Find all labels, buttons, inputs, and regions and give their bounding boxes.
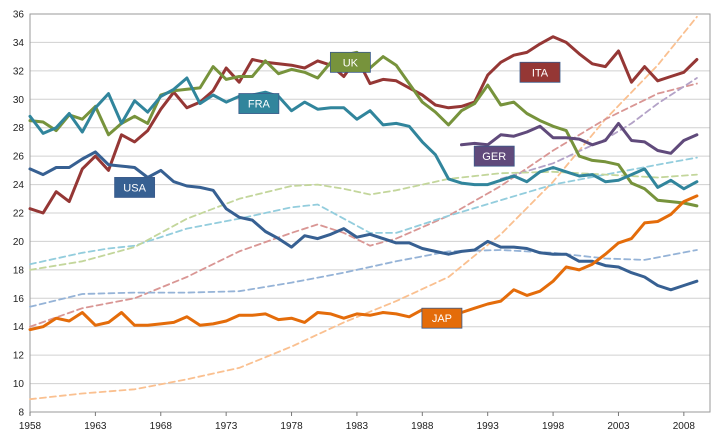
series-lines xyxy=(28,15,699,401)
y-tick-label: 34 xyxy=(13,38,25,49)
x-tick-label: 2008 xyxy=(673,421,696,432)
series-label-usa: USA xyxy=(114,177,156,198)
series-label-box xyxy=(114,177,156,198)
plot-frame xyxy=(29,13,711,413)
y-tick-label: 26 xyxy=(13,152,25,163)
y-tick-label: 28 xyxy=(13,123,25,134)
trend-line-dashed xyxy=(29,249,698,308)
x-tick-label: 1988 xyxy=(411,421,434,432)
x-tick-label: 1963 xyxy=(84,421,107,432)
series-label-box xyxy=(473,145,515,167)
series-label-box xyxy=(329,51,371,73)
series-label-jap: JAP xyxy=(421,307,463,329)
series-labels: UK ITA FRA GER USA JAP xyxy=(114,51,561,329)
axes: 8 10 12 14 16 18 20 22 24 26 28 30 32 34 36 1958 1963 196… xyxy=(13,10,711,432)
y-tick-label: 24 xyxy=(13,180,25,191)
y-tick-label: 18 xyxy=(13,265,25,276)
series-label-text: UK xyxy=(343,57,359,69)
series-label-text: ITA xyxy=(532,67,549,79)
series-label-uk: UK xyxy=(329,51,371,73)
series-label-ger: GER xyxy=(473,145,515,167)
trend-line-dashed xyxy=(29,170,698,271)
series-label-box xyxy=(519,61,561,83)
series-line-fra xyxy=(28,76,699,191)
trend-line-dashed xyxy=(29,156,698,266)
series-label-box xyxy=(238,93,280,114)
y-tick-label: 36 xyxy=(13,10,25,21)
x-tick-label: 1983 xyxy=(346,421,369,432)
series-label-text: FRA xyxy=(248,99,271,111)
y-tick-label: 14 xyxy=(13,322,25,333)
y-tick-label: 16 xyxy=(13,294,25,305)
y-tick-label: 30 xyxy=(13,95,25,106)
series-label-ita: ITA xyxy=(519,61,561,83)
series-label-fra: FRA xyxy=(238,93,280,114)
series-label-box xyxy=(421,307,463,329)
series-line-ger xyxy=(460,121,699,155)
series-label-text: USA xyxy=(123,182,146,194)
series-label-text: JAP xyxy=(432,313,452,325)
series-line-jap xyxy=(28,194,699,332)
x-tick-label: 1978 xyxy=(280,421,303,432)
y-tick-label: 12 xyxy=(13,351,25,362)
series-line-usa xyxy=(28,150,699,292)
trend-line-dashed xyxy=(499,77,698,180)
x-tick-label: 1968 xyxy=(150,421,173,432)
x-tick-label: 1973 xyxy=(215,421,238,432)
trend-line-dashed xyxy=(29,82,698,328)
x-tick-label: 2003 xyxy=(607,421,630,432)
y-tick-label: 20 xyxy=(13,237,25,248)
y-tick-label: 22 xyxy=(13,209,25,220)
x-tick-label: 1958 xyxy=(19,421,42,432)
x-tick-label: 1998 xyxy=(542,421,565,432)
x-tick-label: 1993 xyxy=(477,421,500,432)
trend-line-dashed xyxy=(29,15,698,401)
series-label-text: GER xyxy=(482,151,506,163)
y-tick-label: 10 xyxy=(13,379,25,390)
y-tick-label: 8 xyxy=(18,408,24,419)
gridlines xyxy=(30,13,710,413)
y-tick-label: 32 xyxy=(13,66,25,77)
